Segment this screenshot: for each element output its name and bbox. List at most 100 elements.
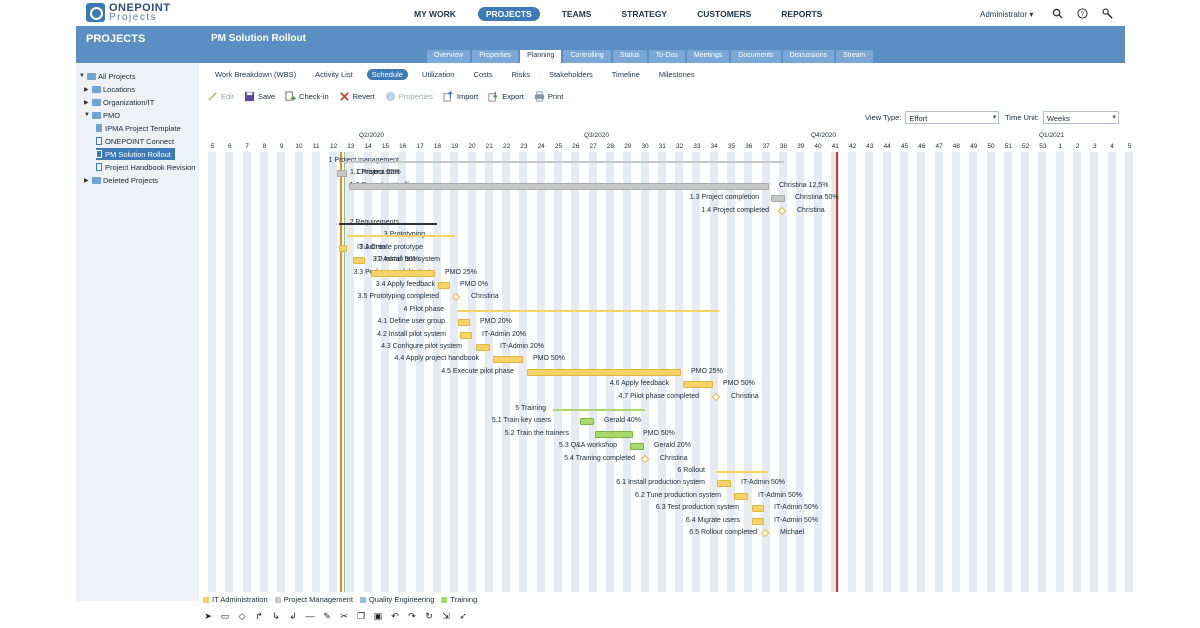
import-button[interactable]: Import: [443, 91, 478, 102]
tab-meetings[interactable]: Meetings: [686, 50, 730, 63]
undo-icon[interactable]: ↶: [391, 611, 399, 621]
task-bar[interactable]: [349, 182, 769, 190]
task-name[interactable]: 1.1 Project start: [349, 169, 399, 177]
task-name[interactable]: 3 Prototyping: [384, 231, 425, 238]
subtab-wbs[interactable]: Work Breakdown (WBS): [215, 70, 297, 79]
tab-status[interactable]: Status: [612, 50, 647, 63]
time-unit-select[interactable]: Weeks: [1042, 111, 1119, 124]
subtab-risks[interactable]: Risks: [511, 70, 530, 79]
task-bar[interactable]: [580, 418, 594, 426]
task-name[interactable]: 3.2 Install test system: [372, 256, 440, 264]
subtab-timeline[interactable]: Timeline: [611, 70, 640, 79]
task-bar[interactable]: [339, 244, 347, 252]
task-bar[interactable]: [458, 319, 470, 327]
nav-projects[interactable]: PROJECTS: [477, 7, 540, 21]
tree-all-projects[interactable]: ▼ All Projects: [79, 71, 136, 81]
task-bar[interactable]: [371, 269, 435, 277]
task-name[interactable]: 1 Project management: [328, 157, 399, 164]
send-icon[interactable]: ➶: [459, 611, 467, 621]
dependency-icon[interactable]: ↱: [255, 611, 263, 621]
caret-down-icon[interactable]: ▼: [84, 112, 90, 118]
task-name[interactable]: 6.3 Test production system: [655, 504, 739, 512]
tree-pmo[interactable]: ▼ PMO: [84, 110, 121, 120]
view-type-select[interactable]: Effort: [905, 111, 1000, 124]
task-name[interactable]: 4.3 Configure pilot system: [381, 343, 462, 350]
task-name[interactable]: 4 Pilot phase: [403, 305, 444, 313]
caret-down-icon[interactable]: ▼: [79, 73, 85, 79]
caret-right-icon[interactable]: ▶: [84, 86, 89, 93]
caret-right-icon[interactable]: ▶: [84, 177, 89, 184]
tab-controlling[interactable]: Controlling: [563, 50, 611, 63]
nav-teams[interactable]: TEAMS: [561, 9, 592, 19]
summary-bar[interactable]: [457, 309, 719, 312]
task-name[interactable]: 4.4 Apply project handbook: [394, 355, 479, 363]
edit-button[interactable]: Edit: [207, 91, 234, 102]
link-icon[interactable]: ↳: [272, 611, 280, 621]
subtab-stakeholders[interactable]: Stakeholders: [548, 70, 593, 79]
summary-bar[interactable]: [553, 409, 645, 411]
summary-bar[interactable]: [339, 223, 437, 225]
summary-bar[interactable]: [344, 161, 784, 163]
task-bar[interactable]: [734, 492, 748, 500]
pencil-icon[interactable]: ✎: [323, 611, 331, 621]
export-button[interactable]: Export: [488, 91, 524, 102]
revert-button[interactable]: Revert: [339, 91, 375, 102]
summary-bar[interactable]: [716, 471, 768, 473]
task-bar[interactable]: [630, 443, 644, 451]
task-name[interactable]: 1.4 Project completed: [701, 206, 769, 214]
task-bar[interactable]: [337, 170, 347, 178]
tab-planning[interactable]: Planning: [520, 50, 562, 63]
tree-ipma-template[interactable]: IPMA Project Template: [96, 122, 181, 134]
task-name[interactable]: 4.1 Define user group: [377, 318, 445, 326]
task-name[interactable]: 5 Training: [515, 405, 546, 412]
search-icon[interactable]: [1052, 8, 1063, 19]
user-menu[interactable]: Administrator ▾: [980, 10, 1034, 19]
cut-icon[interactable]: ✂: [340, 611, 348, 621]
copy-icon[interactable]: ❐: [356, 611, 366, 621]
task-name[interactable]: 3.1 Create prototype: [359, 243, 423, 251]
task-name[interactable]: 4.5 Execute pilot phase: [441, 367, 514, 375]
task-bar[interactable]: [438, 282, 450, 289]
task-name[interactable]: 3.5 Prototyping completed: [357, 293, 439, 301]
subtab-schedule[interactable]: Schedule: [366, 69, 408, 80]
unlink-icon[interactable]: ↲: [289, 611, 297, 621]
task-name[interactable]: 6 Rollout: [677, 467, 705, 474]
properties-button[interactable]: i Properties: [385, 91, 433, 102]
task-bar[interactable]: [353, 257, 365, 265]
export-icon[interactable]: ⇲: [442, 611, 450, 621]
tab-properties[interactable]: Properties: [472, 50, 519, 63]
help-icon[interactable]: ?: [1077, 8, 1088, 19]
tab-stream[interactable]: Stream: [836, 50, 873, 63]
task-bar-icon[interactable]: ▭: [220, 611, 230, 621]
task-bar[interactable]: [527, 368, 681, 376]
tree-handbook-revision[interactable]: Project Handbook Revision: [96, 161, 195, 173]
tools-icon[interactable]: [1102, 8, 1113, 19]
task-name[interactable]: 5.1 Train key users: [491, 417, 551, 425]
subtab-activity-list[interactable]: Activity List: [315, 70, 353, 79]
nav-reports[interactable]: REPORTS: [781, 9, 823, 19]
caret-right-icon[interactable]: ▶: [84, 99, 89, 106]
task-bar[interactable]: [717, 480, 731, 488]
tab-todos[interactable]: To-Dos: [648, 50, 685, 63]
minus-icon[interactable]: —: [305, 611, 315, 621]
print-button[interactable]: Print: [534, 91, 563, 102]
task-name[interactable]: 4.6 Apply feedback: [609, 380, 669, 388]
task-name[interactable]: 4.7 Pilot phase completed: [618, 392, 699, 400]
nav-my-work[interactable]: MY WORK: [414, 9, 456, 19]
subtab-utilization[interactable]: Utilization: [421, 70, 455, 79]
pointer-icon[interactable]: ➤: [204, 611, 212, 621]
tab-overview[interactable]: Overview: [427, 50, 471, 63]
task-bar[interactable]: [683, 381, 713, 389]
task-name[interactable]: 5.3 Q&A workshop: [559, 442, 617, 450]
task-bar[interactable]: [752, 517, 764, 525]
task-bar[interactable]: [476, 344, 490, 351]
redo-icon[interactable]: ↷: [408, 611, 416, 621]
logo[interactable]: ONEPOINT Projects: [86, 2, 170, 22]
nav-strategy[interactable]: STRATEGY: [621, 9, 668, 19]
task-bar[interactable]: [595, 430, 633, 438]
subtab-costs[interactable]: Costs: [473, 70, 493, 79]
subtab-milestones[interactable]: Milestones: [658, 70, 695, 79]
task-name[interactable]: 5.4 Training completed: [564, 454, 635, 462]
task-name[interactable]: 6.4 Migrate users: [685, 516, 740, 524]
task-bar[interactable]: [752, 505, 764, 513]
